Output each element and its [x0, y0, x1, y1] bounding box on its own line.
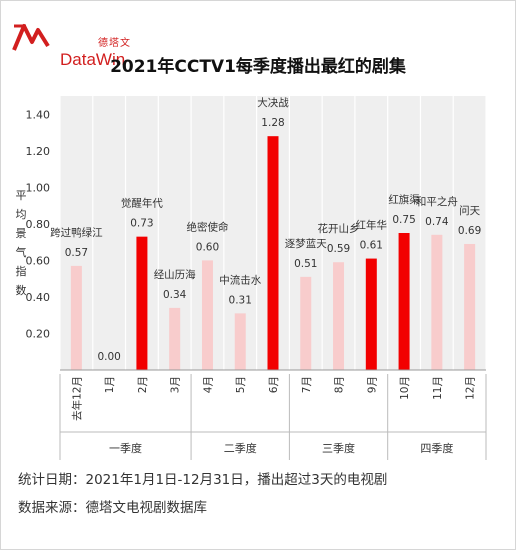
series-name-label: 觉醒年代 [121, 197, 163, 210]
bar [333, 262, 345, 370]
bar [136, 236, 148, 370]
bar [267, 136, 279, 370]
quarter-label: 四季度 [420, 441, 453, 455]
bar [234, 313, 246, 370]
data-label: 1.28 [261, 117, 284, 129]
y-tick-label: 0.80 [26, 218, 51, 231]
x-tick-label: 2月 [137, 376, 149, 393]
y-tick-label: 0.60 [26, 254, 51, 267]
series-name-label: 绝密使命 [186, 220, 228, 233]
series-name-label: 问天 [459, 204, 480, 217]
bar [300, 276, 312, 370]
bar [398, 233, 410, 370]
datawin-logo-icon [12, 24, 50, 51]
x-tick-label: 8月 [334, 376, 346, 393]
x-tick-label: 6月 [268, 376, 280, 393]
series-name-label: 经山历海 [154, 268, 196, 281]
datawin-logo: 德塔文 DataWin [12, 20, 132, 69]
x-tick-label: 1月 [104, 376, 116, 393]
x-tick-label: 7月 [301, 376, 313, 393]
x-tick-label: 5月 [235, 376, 247, 393]
x-tick-label: 4月 [202, 376, 214, 393]
y-tick-label: 1.20 [26, 145, 51, 158]
data-label: 0.73 [130, 218, 153, 230]
chart-title: 2021年CCTV1每季度播出最红的剧集 [110, 57, 406, 77]
data-label: 0.59 [327, 243, 350, 255]
bar [365, 258, 377, 370]
series-name-label: 花开山乡 [318, 222, 360, 235]
x-tick-label: 9月 [366, 376, 378, 393]
x-tick-label: 10月 [399, 376, 411, 400]
quarter-label: 二季度 [224, 441, 257, 455]
data-label: 0.51 [294, 258, 317, 270]
quarter-label: 三季度 [322, 441, 355, 455]
series-name-label: 中流击水 [219, 273, 261, 286]
bar-chart: 0.20 0.40 0.60 0.80 1.00 1.20 1.40 0.57 跨过鸭绿江 0.0… [26, 96, 487, 460]
quarter-label: 一季度 [109, 441, 142, 455]
x-tick-label: 3月 [170, 376, 182, 393]
data-label: 0.57 [65, 247, 88, 259]
bar [201, 260, 213, 370]
data-label: 0.31 [229, 294, 252, 306]
y-tick-label: 0.40 [26, 291, 51, 304]
logo-text-cn: 德塔文 [98, 38, 131, 49]
data-label: 0.00 [97, 351, 120, 363]
footer-stat-date: 统计日期：2021年1月1日-12月31日，播出超过3天的电视剧 [18, 472, 388, 488]
series-name-label: 和平之舟 [416, 195, 458, 208]
y-axis-label: 平均景气指数 [15, 189, 27, 297]
x-tick-label: 去年12月 [70, 376, 83, 421]
series-name-label: 红旗渠 [388, 193, 420, 206]
series-name-label: 逐梦蓝天 [285, 238, 327, 250]
footer-source: 数据来源：德塔文电视剧数据库 [18, 500, 207, 516]
bar [431, 234, 443, 370]
series-name-label: 大决战 [257, 96, 289, 109]
bar [169, 307, 181, 370]
data-label: 0.34 [163, 289, 187, 301]
logo-text-en: DataWin [60, 50, 126, 69]
bar [464, 243, 476, 370]
y-tick-label: 0.20 [26, 327, 51, 340]
bar [70, 265, 82, 370]
data-label: 0.75 [392, 214, 415, 226]
y-tick-label: 1.00 [26, 181, 51, 194]
data-label: 0.60 [196, 241, 219, 253]
x-tick-label: 11月 [432, 376, 444, 400]
y-tick-label: 1.40 [26, 108, 51, 121]
data-label: 0.74 [425, 216, 449, 228]
series-name-label: 跨过鸭绿江 [50, 226, 103, 239]
data-label: 0.69 [458, 225, 481, 237]
x-tick-label: 12月 [465, 376, 477, 400]
data-label: 0.61 [360, 240, 383, 252]
series-name-label: 红年华 [356, 219, 388, 232]
